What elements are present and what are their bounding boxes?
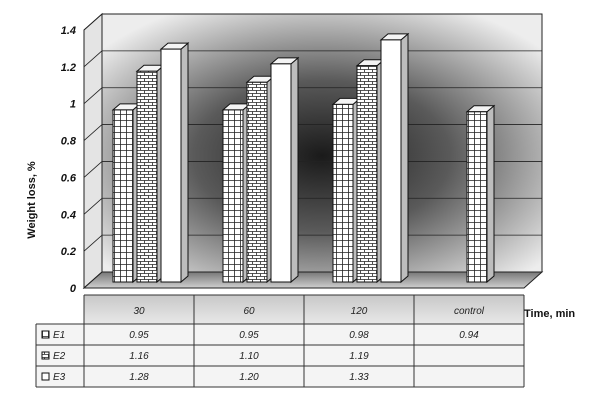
side-wall [83,12,103,290]
x-tick-label: control [454,306,485,317]
x-tick-label: 120 [351,306,368,317]
bar-E1-30 [111,102,142,284]
bars [111,32,496,284]
y-tick-label: 0 [70,283,77,295]
table-cell: 1.20 [239,372,259,383]
table-cell: 0.98 [349,330,369,341]
table-cell: 1.16 [129,351,149,362]
y-tick-label: 0.4 [61,209,76,221]
gridline-side [83,50,103,68]
bar-E1-control [465,104,496,284]
bar-E1-60 [221,102,252,284]
table-cell: 1.33 [349,372,369,383]
table-cell: 0.95 [129,330,149,341]
y-tick-label: 1.2 [61,62,76,74]
y-tick-label: 0.6 [61,172,77,184]
bar-E2-60 [245,75,276,284]
y-tick-label: 1.4 [61,25,76,37]
data-table: 30 60 120 control E1 0.95 0.95 0.98 0.94 E2 1.16 1.… [35,294,525,388]
bar-E3-30 [159,42,190,284]
x-axis-label: Time, min [524,308,575,320]
x-tick-label: 30 [133,306,145,317]
gridline-side [83,234,103,252]
bar-E2-30 [135,64,166,284]
legend-entry: E3 [53,372,66,383]
gridline-side [83,13,103,31]
legend-entry: E2 [53,351,66,362]
x-tick-label: 60 [243,306,255,317]
legend-entry: E1 [53,330,65,341]
y-tick-label: 0.8 [61,136,77,148]
gridline-side [83,161,103,178]
bar-E3-120 [379,32,410,284]
legend-swatch-E3 [41,372,50,381]
y-tick-label: 0.2 [61,246,76,258]
y-axis-ticks: 0 0.2 0.4 0.6 0.8 1 1.2 1.4 [61,25,77,295]
table-cell: 1.19 [349,351,369,362]
gridline-side [83,271,103,289]
table-cell: 1.10 [239,351,259,362]
bar-E2-120 [355,58,386,284]
table-cell: 0.95 [239,330,259,341]
legend-swatch-E2 [41,351,50,360]
legend-swatch-E1 [41,330,50,339]
gridline-side [83,197,103,215]
bar-E1-120 [331,97,362,284]
table-body-bg [36,324,524,387]
table-cell: 1.28 [129,372,149,383]
y-tick-label: 1 [70,99,76,111]
y-axis-label: Weight loss, % [26,161,38,239]
gridline-side [83,124,103,141]
table-cell: 0.94 [459,330,479,341]
bar-E3-60 [269,56,300,284]
gridline-side [83,87,103,105]
